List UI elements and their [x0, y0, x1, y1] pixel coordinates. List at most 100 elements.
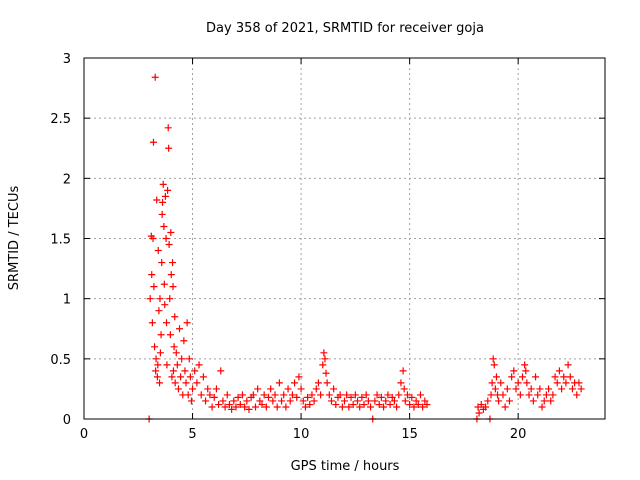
data-point: [256, 397, 264, 405]
data-point: [503, 385, 511, 393]
data-point: [384, 391, 392, 399]
data-point: [171, 313, 179, 321]
data-point: [164, 124, 172, 132]
data-point: [421, 397, 429, 405]
data-point: [280, 391, 288, 399]
data-point: [393, 403, 401, 411]
data-point: [293, 393, 301, 401]
data-point: [156, 349, 164, 357]
x-tick-label: 0: [80, 427, 88, 442]
data-point: [265, 393, 273, 401]
data-point: [306, 401, 314, 409]
data-point: [158, 259, 166, 267]
data-point: [508, 373, 516, 381]
data-point: [182, 379, 190, 387]
data-point: [562, 379, 570, 387]
data-point: [295, 373, 303, 381]
data-point: [275, 379, 283, 387]
data-point: [312, 385, 320, 393]
data-point: [199, 373, 207, 381]
data-point: [251, 403, 259, 411]
data-point: [397, 379, 405, 387]
x-tick-label: 15: [401, 427, 418, 442]
data-point: [301, 403, 309, 411]
data-point: [555, 367, 563, 375]
data-point: [195, 361, 203, 369]
data-point: [514, 379, 522, 387]
data-point: [154, 247, 162, 255]
data-point: [163, 361, 171, 369]
data-point: [406, 401, 414, 409]
data-point: [225, 401, 233, 409]
data-point: [146, 295, 154, 303]
data-point: [149, 138, 157, 146]
data-point: [497, 379, 505, 387]
data-point: [521, 361, 529, 369]
data-point: [184, 391, 192, 399]
data-point: [155, 307, 163, 315]
data-point: [519, 373, 527, 381]
data-point: [215, 401, 223, 409]
data-point: [351, 391, 359, 399]
data-point: [325, 391, 333, 399]
data-point: [172, 349, 180, 357]
data-point: [400, 385, 408, 393]
data-point: [416, 391, 424, 399]
data-point: [505, 397, 513, 405]
data-point: [152, 355, 160, 363]
data-point: [345, 403, 353, 411]
data-point: [364, 397, 372, 405]
data-point: [232, 403, 240, 411]
data-point: [284, 385, 292, 393]
data-point: [297, 385, 305, 393]
data-point: [167, 271, 175, 279]
data-point: [161, 301, 169, 309]
data-point: [403, 391, 411, 399]
data-point: [512, 385, 520, 393]
data-point: [558, 385, 566, 393]
data-point: [173, 361, 181, 369]
data-point: [260, 391, 268, 399]
data-point: [267, 385, 275, 393]
data-point: [191, 367, 199, 375]
data-point: [529, 397, 537, 405]
data-point: [388, 393, 396, 401]
x-tick-label: 5: [188, 427, 196, 442]
data-point: [162, 235, 170, 242]
data-point: [159, 180, 167, 188]
data-point: [223, 391, 231, 399]
data-point: [573, 391, 581, 399]
data-point: [212, 385, 220, 393]
data-point: [151, 73, 159, 81]
y-tick-label: 1: [63, 293, 71, 308]
data-point: [477, 401, 485, 409]
data-point: [262, 403, 270, 411]
data-point: [166, 295, 174, 303]
data-point: [206, 391, 214, 399]
data-point: [540, 397, 548, 405]
data-point: [547, 397, 555, 405]
data-point: [162, 319, 170, 327]
data-point: [170, 343, 178, 351]
data-point: [187, 397, 195, 405]
data-point: [319, 361, 327, 369]
data-point: [408, 393, 416, 401]
data-point: [157, 331, 165, 339]
data-point: [174, 385, 182, 393]
data-point: [271, 391, 279, 399]
data-point: [217, 367, 225, 375]
data-point: [169, 367, 177, 375]
data-point: [236, 401, 244, 409]
data-point: [568, 385, 576, 393]
data-point: [249, 391, 257, 399]
y-axis-label: SRMTID / TECUs: [7, 186, 22, 291]
data-point: [156, 295, 164, 303]
data-point: [234, 393, 242, 401]
data-point: [482, 403, 490, 411]
data-point: [238, 391, 246, 399]
data-point: [490, 361, 498, 369]
data-point: [291, 379, 299, 387]
data-point: [475, 409, 483, 417]
data-point: [299, 397, 307, 405]
data-point: [510, 367, 518, 375]
